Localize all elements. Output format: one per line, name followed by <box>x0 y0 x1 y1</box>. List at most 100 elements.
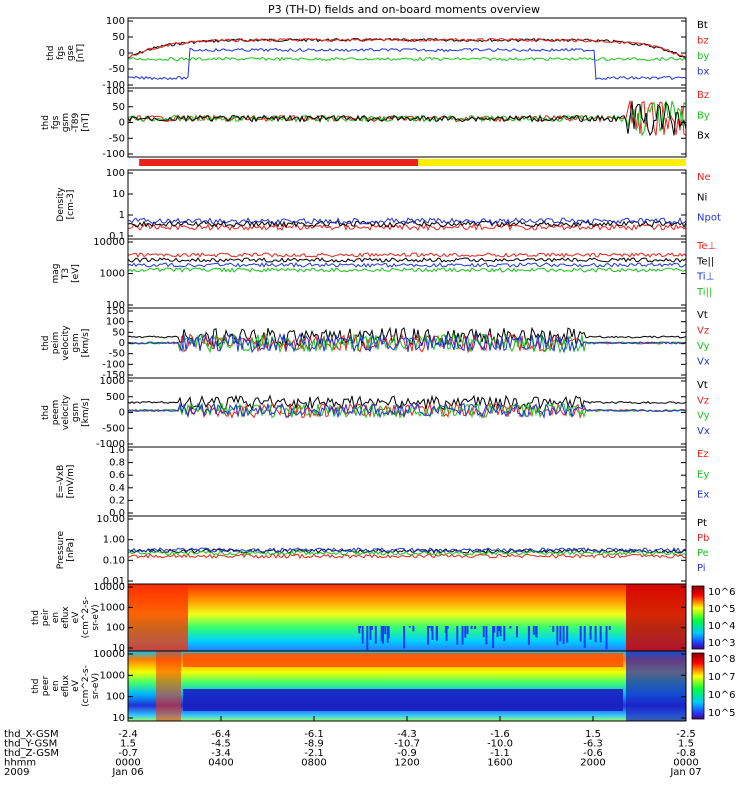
legend-entry: By <box>697 110 710 121</box>
y-axis-label: thdfgsgse[nT] <box>46 44 86 62</box>
x-axis-value: -0.6 <box>583 748 603 759</box>
panel-pressure: Pt Pb Pe Pi 10.00 1.00 0.10 0.01 Pressure[nPa] <box>56 514 709 587</box>
spectrogram-speckle <box>608 626 611 631</box>
x-axis-value: -0.7 <box>118 748 138 759</box>
spectrogram-speckle <box>456 626 459 645</box>
colorbar-tick-label: 10^8 <box>708 654 735 665</box>
y-axis-label: thdpeerenefluxeV(cm^2-s-sr-eV) <box>31 665 101 707</box>
panel-density: Ne Ni Npot 100 10 1 0.1 Density[cm-3] <box>56 168 721 242</box>
plot-area <box>128 547 686 560</box>
x-axis-value: 1.5 <box>678 739 694 750</box>
y-axis-label-line: thd <box>31 679 41 694</box>
y-axis-label-line: [cm-3] <box>66 190 76 220</box>
x-axis-value: -10.7 <box>394 739 420 750</box>
legend: Bt bz by bx <box>697 20 709 78</box>
y-tick-label: 0 <box>119 48 125 59</box>
panel-fgs_gse: Bt bz by bx 100 50 0 -50 -100 thdfgsgse[nT] <box>46 16 709 91</box>
legend-entry: Vx <box>697 357 710 368</box>
y-tick-label: 1.00 <box>103 535 125 546</box>
panel-peir_spectrogram: 10^6 10^5 10^4 10^3 10000 1000 100 10 thdpeirene… <box>31 582 735 654</box>
y-axis-label-line: en <box>51 680 61 691</box>
colorbar: 10^8 10^7 10^6 10^5 <box>691 652 735 720</box>
y-axis-label-line: Density <box>56 187 66 222</box>
series-line <box>128 394 686 412</box>
panel-frame <box>127 377 687 448</box>
spectrogram-band <box>183 689 623 711</box>
y-tick-label: 1000 <box>100 670 125 681</box>
legend-entry: Bt <box>697 20 708 31</box>
spectrogram-speckle <box>430 626 433 632</box>
spectrogram-speckle <box>474 626 477 630</box>
spectrogram-speckle <box>431 626 434 640</box>
panel-frame <box>127 446 687 517</box>
y-tick-label: -1000 <box>96 439 125 450</box>
y-tick-label: 50 <box>112 32 125 43</box>
spectrogram-speckle <box>381 626 384 644</box>
y-axis-label-line: sr-eV) <box>91 673 101 699</box>
panel-mode_bar <box>139 159 686 166</box>
y-tick-label: 100 <box>106 692 125 703</box>
y-tick-label: 50 <box>112 102 125 113</box>
y-axis-label-line: mag <box>51 264 61 284</box>
spectrogram-speckle <box>412 626 415 632</box>
spectrogram-speckle <box>583 626 586 648</box>
spectrogram-speckle <box>380 626 383 642</box>
spectrogram-speckle <box>384 626 387 635</box>
spectrogram-speckle <box>370 626 373 630</box>
y-tick-label: 100 <box>106 168 125 179</box>
y-axis-label-line: thd <box>41 115 51 130</box>
y-tick-label: -100 <box>102 80 125 91</box>
x-axis-value: -1.1 <box>490 748 510 759</box>
spectrogram-speckle <box>503 626 506 642</box>
y-axis-label-line: fgs <box>51 115 61 129</box>
legend-entry: Ex <box>697 490 709 501</box>
spectrogram-speckle <box>461 626 464 645</box>
x-axis-value: -0.9 <box>397 748 417 759</box>
spectrogram-speckle <box>386 626 389 643</box>
spectrogram-speckle <box>485 626 488 645</box>
y-axis-label-line: [mV/m] <box>66 465 76 499</box>
y-tick-label: 100 <box>106 16 125 27</box>
y-tick-label: 10000 <box>93 237 125 248</box>
series-line <box>128 56 686 62</box>
series-line <box>128 47 686 81</box>
y-axis-label-line: T3 <box>61 268 71 280</box>
plot-area <box>128 326 686 354</box>
plot-area <box>128 99 686 137</box>
panel-efield: Ez Ey Ex 1.0 0.80.6 0.40.2 0.0 E=-VxB[mV/m] <box>56 445 709 519</box>
x-axis-value: -8.9 <box>304 739 324 750</box>
y-axis-label: thdpeimvelocitygsm[km/s] <box>41 325 91 361</box>
legend: Te⊥ Te|| Ti⊥ Ti|| <box>696 241 716 298</box>
y-axis-label-line: eV <box>71 611 81 624</box>
x-axis-value: Jan 06 <box>111 767 143 778</box>
legend-entry: Npot <box>697 213 721 224</box>
plot-area <box>128 216 686 232</box>
spectrogram-band <box>128 584 188 651</box>
y-axis-label: magT3[eV] <box>51 264 81 284</box>
x-axis-value: -6.3 <box>583 739 603 750</box>
y-tick-label: 10 <box>112 643 125 654</box>
series-line <box>128 553 686 560</box>
y-tick-label: 10.00 <box>96 514 125 525</box>
spectrogram-speckle <box>492 626 495 648</box>
x-axis-value: -6.4 <box>211 729 231 740</box>
legend-entry: Ti⊥ <box>696 272 714 283</box>
series-line <box>128 262 686 268</box>
y-axis-label-line: eV <box>71 679 81 692</box>
x-axis-value: -2.4 <box>118 729 138 740</box>
x-axis-value: -6.1 <box>304 729 324 740</box>
spectrogram-speckle <box>366 626 369 651</box>
legend: Vt Vz Vy Vx <box>697 310 710 368</box>
y-tick-label: 0.2 <box>109 495 125 506</box>
x-axis-value: -3.4 <box>211 748 231 759</box>
y-tick-label: 0.01 <box>103 576 125 587</box>
spectrogram-speckle <box>509 626 512 629</box>
y-tick-label: -150 <box>102 370 125 381</box>
colorbar-scale <box>691 652 705 720</box>
legend-entry: Ey <box>697 469 709 480</box>
y-axis-label-line: gse <box>66 45 76 61</box>
legend: Ne Ni Npot <box>697 172 721 224</box>
spectrogram-speckle <box>408 626 411 628</box>
y-axis-label-line: gsm <box>61 113 71 132</box>
